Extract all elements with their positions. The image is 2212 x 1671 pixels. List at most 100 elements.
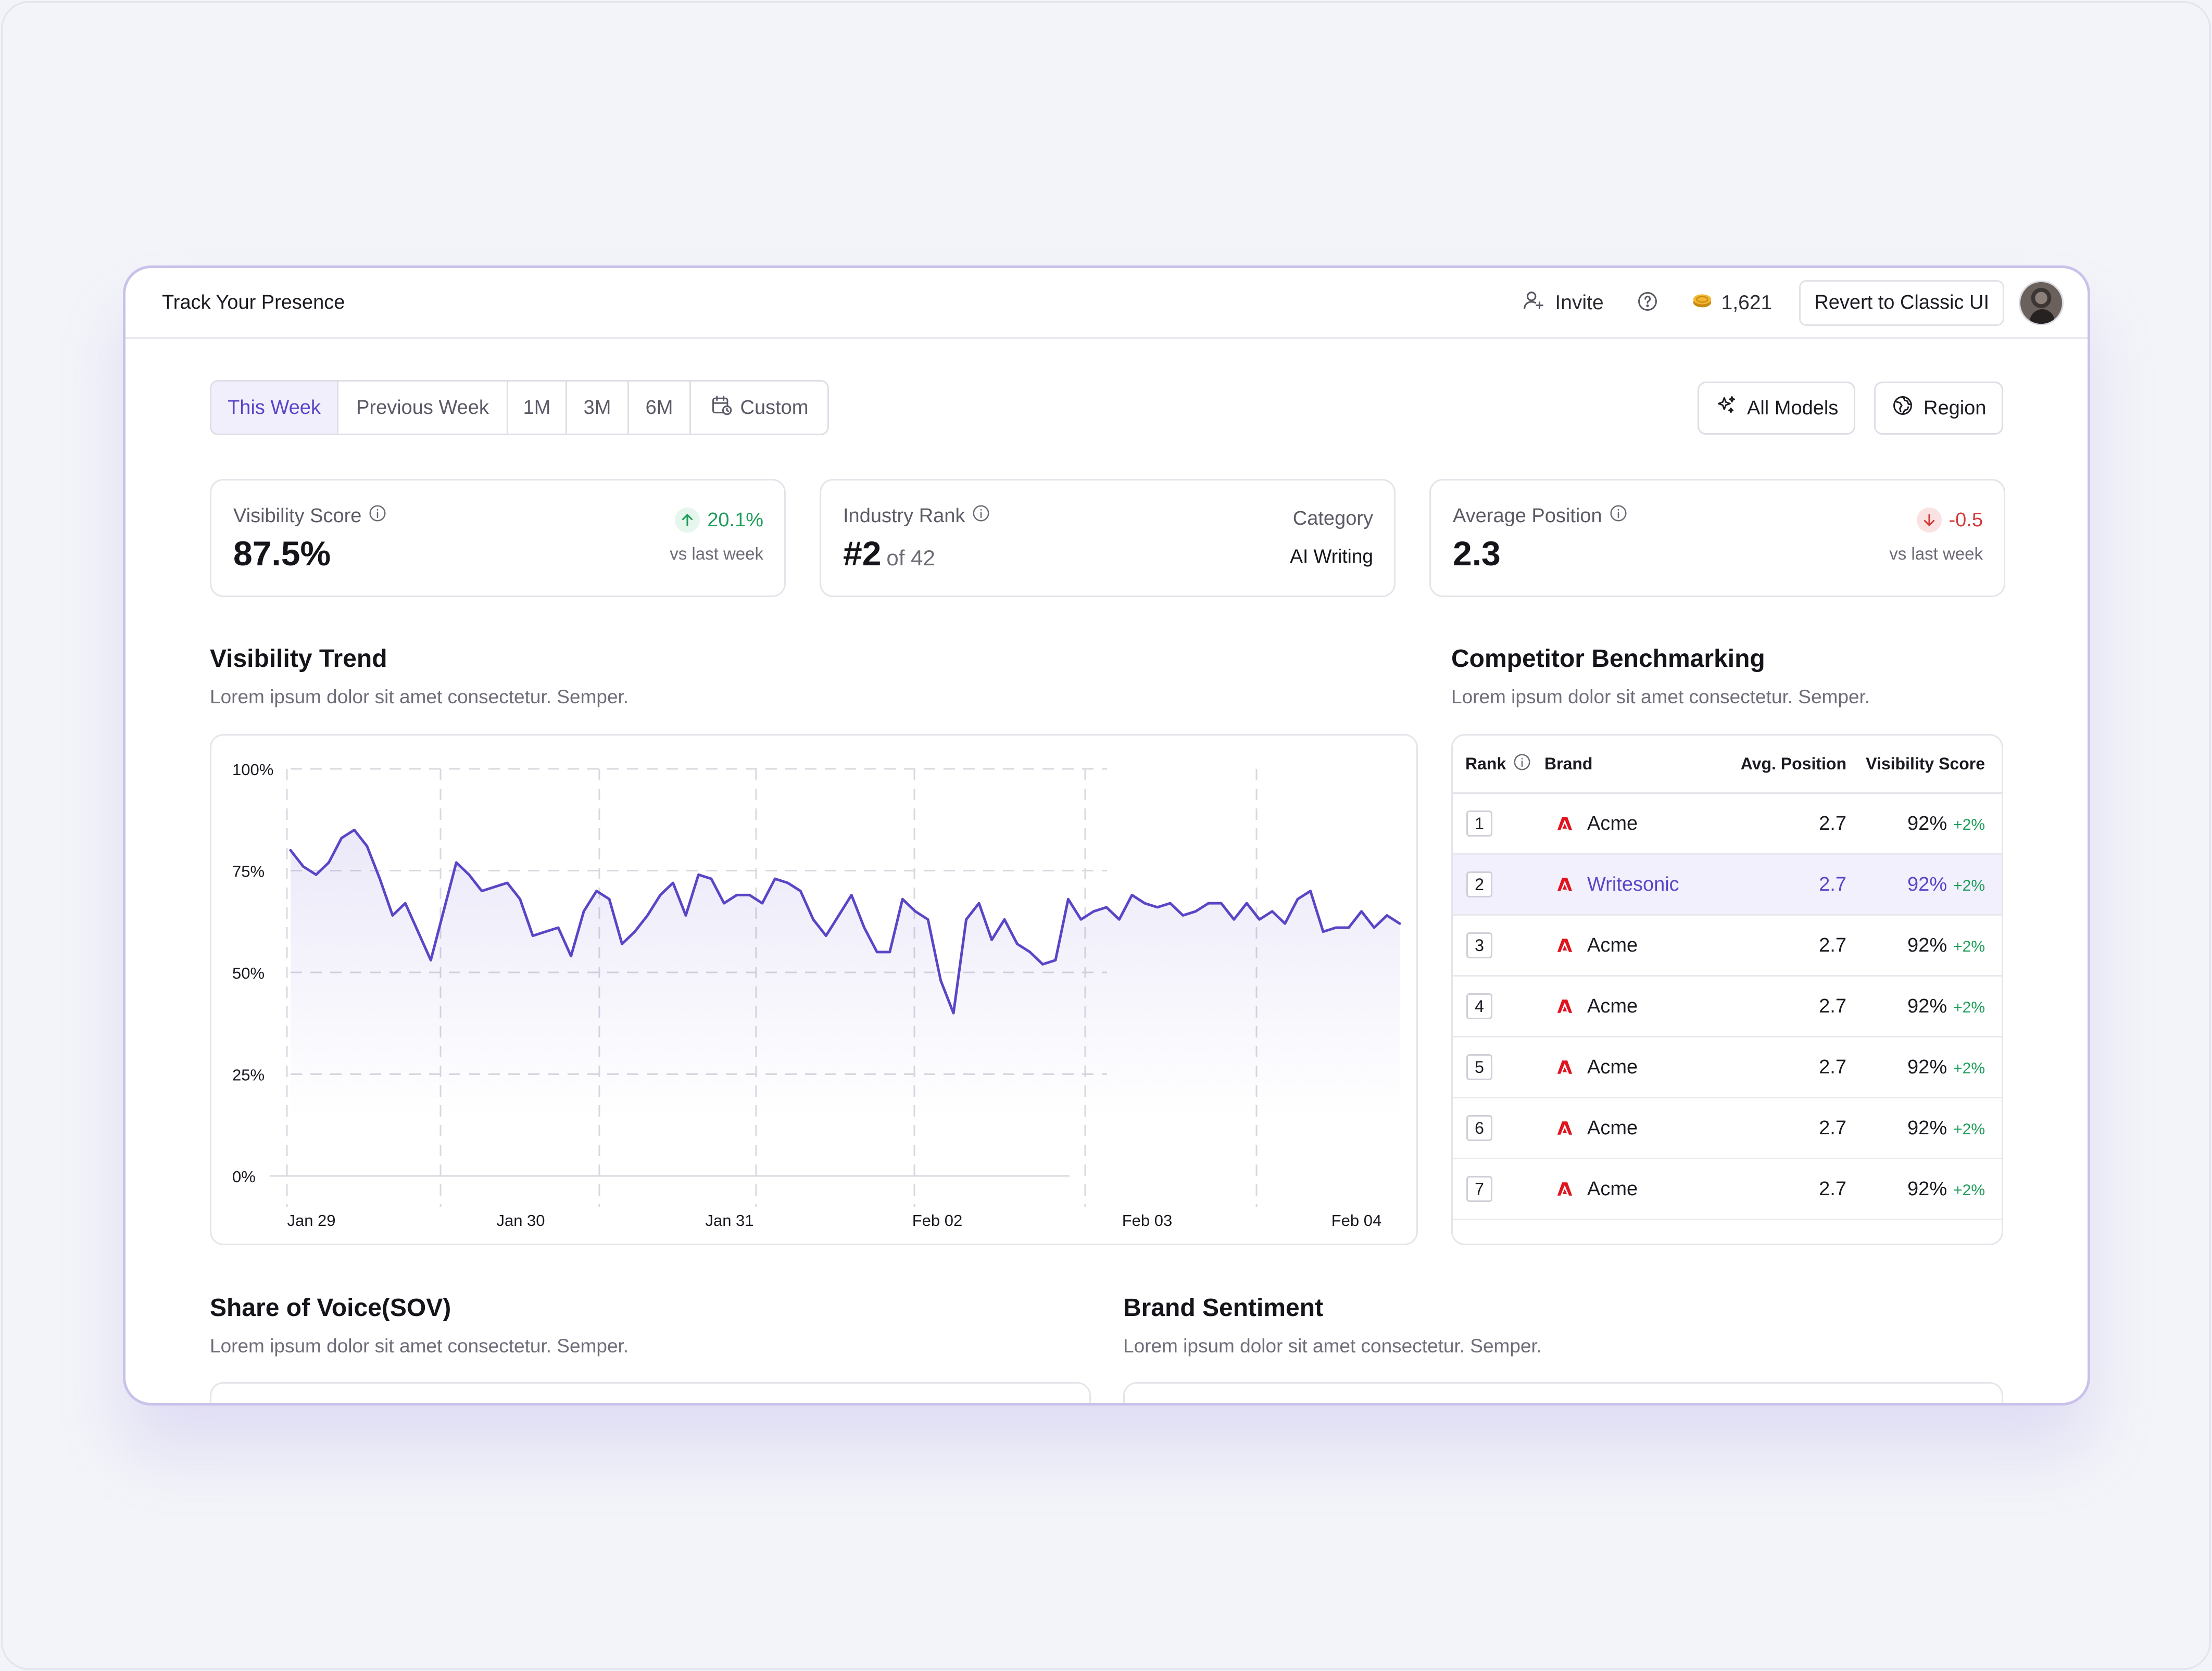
all-models-label: All Models: [1747, 397, 1839, 419]
visibility-score-value: 92%: [1907, 1056, 1947, 1078]
table-body: 1 Acme 2.7 92% +2% 2 Writesonic 2.7 92% +2% 3 Acme 2…: [1453, 794, 2002, 1220]
brand-cell: Acme: [1544, 1117, 1716, 1140]
competitor-table: Rank Brand Avg. Position Visibility Scor…: [1451, 734, 2003, 1245]
range-1m[interactable]: 1M: [508, 382, 567, 434]
arrow-up-icon: [675, 508, 700, 533]
app-window: Track Your Presence Invite 1,621 Revert …: [123, 265, 2090, 1406]
visibility-score-value: 92%: [1907, 1117, 1947, 1139]
time-range-selector: This Week Previous Week 1M 3M 6M Custom: [210, 380, 829, 435]
brand-name: Acme: [1587, 1178, 1638, 1200]
info-icon[interactable]: [368, 503, 387, 528]
top-bar-actions: Invite 1,621 Revert to Classic UI: [1522, 280, 2064, 326]
industry-rank-number: #2: [843, 534, 882, 573]
table-row[interactable]: 2 Writesonic 2.7 92% +2%: [1453, 855, 2002, 916]
help-button[interactable]: [1636, 290, 1659, 315]
brand-logo-icon: [1557, 878, 1573, 891]
column-rank: Rank: [1453, 752, 1544, 776]
y-tick-label: 75%: [232, 863, 265, 881]
rank-cell: 1: [1453, 811, 1544, 837]
avg-position-cell: 2.7: [1819, 1117, 1846, 1139]
average-position-label: Average Position: [1453, 504, 1602, 527]
range-custom[interactable]: Custom: [691, 382, 827, 434]
brand-name: Writesonic: [1587, 873, 1679, 895]
brand-cell: Acme: [1544, 813, 1716, 835]
globe-icon: [1891, 394, 1914, 422]
revert-classic-ui-button[interactable]: Revert to Classic UI: [1799, 280, 2004, 326]
range-previous-week[interactable]: Previous Week: [338, 382, 508, 434]
info-icon[interactable]: [971, 503, 991, 528]
visibility-score-delta: +2%: [1953, 1181, 1985, 1199]
column-visibility-score: Visibility Score: [1866, 754, 1985, 773]
brand-logo-icon: [1557, 1182, 1573, 1196]
rank-cell: 4: [1453, 993, 1544, 1019]
info-icon[interactable]: [1608, 503, 1628, 528]
sov-title: Share of Voice(SOV): [210, 1294, 451, 1322]
average-position-label-row: Average Position: [1453, 503, 1628, 528]
x-tick-label: Feb 03: [1122, 1211, 1173, 1230]
industry-rank-value: #2 of 42: [843, 534, 935, 573]
table-header: Rank Brand Avg. Position Visibility Scor…: [1453, 736, 2002, 794]
all-models-button[interactable]: All Models: [1698, 382, 1856, 435]
visibility-score-delta: +2%: [1953, 816, 1985, 833]
visibility-score-cell: 92% +2%: [1846, 995, 1997, 1018]
avg-position-cell: 2.7: [1819, 873, 1846, 895]
visibility-score-value: 92%: [1907, 1178, 1947, 1200]
y-tick-label: 0%: [232, 1168, 256, 1186]
brand-logo-icon: [1557, 817, 1573, 830]
brand-name: Acme: [1587, 934, 1638, 956]
industry-rank-label: Industry Rank: [843, 504, 965, 527]
rank-badge: 7: [1466, 1176, 1492, 1202]
invite-button[interactable]: Invite: [1522, 288, 1604, 318]
avatar[interactable]: [2019, 280, 2064, 325]
avg-position-cell: 2.7: [1819, 1178, 1846, 1200]
x-tick-label: Jan 29: [287, 1211, 335, 1230]
credits-counter[interactable]: 1,621: [1690, 288, 1772, 318]
brand-name: Acme: [1587, 1117, 1638, 1139]
visibility-score-value: 92%: [1907, 873, 1947, 895]
range-3m[interactable]: 3M: [567, 382, 629, 434]
info-icon[interactable]: [1512, 752, 1532, 776]
rank-badge: 3: [1466, 932, 1492, 958]
visibility-score-value: 92%: [1907, 812, 1947, 834]
visibility-score-value: 92%: [1907, 934, 1947, 956]
average-position-delta-note: vs last week: [1889, 544, 1983, 563]
x-tick-label: Feb 04: [1331, 1211, 1382, 1230]
range-this-week[interactable]: This Week: [211, 382, 338, 434]
rank-badge: 4: [1466, 993, 1492, 1019]
arrow-down-icon: [1916, 508, 1942, 533]
category-value: AI Writing: [1290, 546, 1373, 567]
x-tick-label: Feb 02: [912, 1211, 963, 1230]
table-row[interactable]: 3 Acme 2.7 92% +2%: [1453, 916, 2002, 977]
visibility-score-change: 20.1% vs last week: [670, 508, 763, 564]
help-icon: [1636, 290, 1659, 315]
app-title: Track Your Presence: [162, 292, 345, 313]
add-user-icon: [1522, 288, 1545, 318]
range-6m[interactable]: 6M: [629, 382, 691, 434]
brand-cell: Acme: [1544, 1178, 1716, 1200]
competitor-benchmarking-subtitle: Lorem ipsum dolor sit amet consectetur. …: [1451, 686, 1870, 707]
table-row[interactable]: 5 Acme 2.7 92% +2%: [1453, 1037, 2002, 1098]
visibility-score-delta-value: 20.1%: [707, 509, 763, 531]
column-avg-position: Avg. Position: [1740, 754, 1846, 773]
x-tick-label: Jan 30: [496, 1211, 545, 1230]
average-position-delta-value: -0.5: [1949, 509, 1983, 531]
table-row[interactable]: 1 Acme 2.7 92% +2%: [1453, 794, 2002, 855]
visibility-trend-chart: 100% 75% 50% 25% 0% Jan 29 Jan 30 Jan 31 Feb 02 F…: [210, 734, 1418, 1245]
table-row[interactable]: 7 Acme 2.7 92% +2%: [1453, 1159, 2002, 1220]
avg-position-cell: 2.7: [1819, 1056, 1846, 1078]
table-row[interactable]: 4 Acme 2.7 92% +2%: [1453, 977, 2002, 1037]
region-button[interactable]: Region: [1874, 382, 2004, 435]
rank-cell: 6: [1453, 1115, 1544, 1141]
column-brand: Brand: [1544, 754, 1593, 773]
visibility-score-delta: +2%: [1953, 998, 1985, 1016]
y-tick-label: 100%: [232, 761, 273, 779]
series-line: [289, 828, 1401, 1015]
brand-logo-icon: [1557, 939, 1573, 952]
table-row[interactable]: 6 Acme 2.7 92% +2%: [1453, 1098, 2002, 1159]
average-position-card: Average Position 2.3 -0.5 vs last week: [1429, 479, 2005, 597]
avg-position-cell: 2.7: [1819, 995, 1846, 1017]
visibility-score-delta: +2%: [1953, 877, 1985, 894]
brand-sentiment-card: [1123, 1382, 2003, 1403]
rank-badge: 6: [1466, 1115, 1492, 1141]
rank-badge: 2: [1466, 871, 1492, 897]
